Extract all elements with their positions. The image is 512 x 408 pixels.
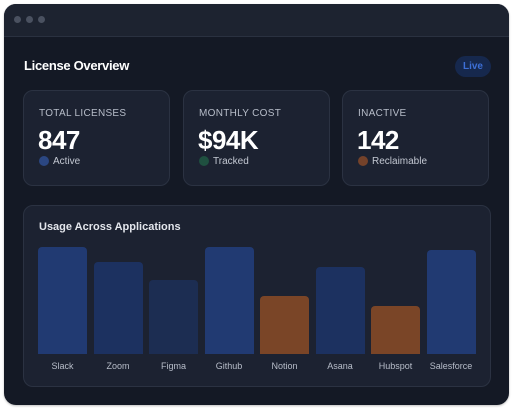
card-label: MONTHLY COST xyxy=(199,108,282,119)
chart-bar-label: Asana xyxy=(327,361,353,371)
chart-bar-github xyxy=(204,247,254,354)
chart-bar-label: Slack xyxy=(51,361,74,371)
window-close-dot[interactable] xyxy=(14,16,21,23)
inactive-card: INACTIVE 142 Reclaimable xyxy=(342,90,489,186)
chart-bar-label: Github xyxy=(215,361,243,371)
status-dot-icon xyxy=(199,155,209,166)
card-value: 847 xyxy=(38,125,80,155)
chart-bar-slack xyxy=(38,247,87,354)
card-status: Tracked xyxy=(199,155,249,170)
app-window: License Overview Live TOTAL LICENSES 847… xyxy=(4,4,509,405)
chart-bar-figma xyxy=(149,280,198,354)
window-minimize-dot[interactable] xyxy=(26,16,33,23)
card-status-text: Active xyxy=(53,156,81,167)
card-status: Active xyxy=(39,155,81,170)
chart-bar-zoom xyxy=(93,262,143,354)
chart-bar-label: Figma xyxy=(160,361,186,371)
chart-bar-hubspot xyxy=(371,306,420,354)
card-status-text: Tracked xyxy=(213,156,249,167)
status-dot-icon xyxy=(358,155,368,166)
status-dot-icon xyxy=(39,155,49,166)
chart-title: Usage Across Applications xyxy=(39,221,181,233)
card-status: Reclaimable xyxy=(358,155,428,170)
card-value: 142 xyxy=(357,125,399,155)
page-title: License Overview xyxy=(24,58,130,73)
window-titlebar xyxy=(4,4,509,37)
usage-chart-card: Usage Across Applications Slack Zoom Figma… xyxy=(23,205,491,387)
monthly-cost-card: MONTHLY COST $94K Tracked xyxy=(183,90,330,186)
live-badge: Live xyxy=(455,56,491,77)
chart-bar-salesforce xyxy=(426,250,476,354)
card-label: INACTIVE xyxy=(358,108,407,119)
chart-bar-asana xyxy=(315,267,365,354)
chart-bar-label: Salesforce xyxy=(429,361,473,371)
total-licenses-card: TOTAL LICENSES 847 Active xyxy=(23,90,170,186)
chart-bar-label: Hubspot xyxy=(378,361,413,371)
chart-bar-notion xyxy=(260,296,309,354)
card-label: TOTAL LICENSES xyxy=(39,108,127,119)
chart-bar-label: Zoom xyxy=(106,361,130,371)
card-value: $94K xyxy=(198,125,259,155)
chart-bar-label: Notion xyxy=(271,361,298,371)
card-status-text: Reclaimable xyxy=(372,156,428,167)
window-maximize-dot[interactable] xyxy=(38,16,45,23)
